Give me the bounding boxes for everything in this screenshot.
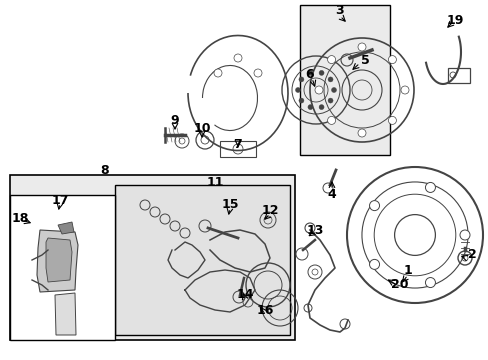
Circle shape	[387, 55, 396, 64]
Text: 10: 10	[193, 122, 210, 135]
Circle shape	[298, 77, 304, 82]
Text: 12: 12	[261, 203, 278, 216]
Circle shape	[253, 69, 262, 77]
Circle shape	[295, 87, 300, 93]
Bar	[115, 185, 289, 335]
Text: 7: 7	[233, 139, 242, 152]
Circle shape	[425, 183, 434, 193]
Circle shape	[369, 201, 379, 211]
Circle shape	[425, 278, 434, 288]
Text: 9: 9	[170, 113, 179, 126]
Circle shape	[387, 116, 396, 125]
Circle shape	[307, 105, 312, 109]
Circle shape	[298, 98, 304, 103]
Circle shape	[318, 105, 324, 109]
Circle shape	[327, 98, 332, 103]
Text: 17: 17	[51, 194, 69, 207]
Text: 14: 14	[236, 288, 253, 302]
Text: 8: 8	[101, 163, 109, 176]
Text: 1: 1	[403, 264, 411, 276]
Polygon shape	[58, 222, 74, 234]
Text: 11: 11	[206, 175, 224, 189]
Circle shape	[327, 77, 332, 82]
Polygon shape	[55, 293, 76, 335]
Text: 5: 5	[360, 54, 368, 67]
Circle shape	[214, 69, 222, 77]
Bar	[299, 5, 389, 155]
Text: 16: 16	[256, 303, 273, 316]
Circle shape	[357, 43, 365, 51]
Text: 3: 3	[335, 4, 344, 17]
Circle shape	[357, 129, 365, 137]
Text: 19: 19	[446, 13, 463, 27]
Bar	[10, 175, 294, 340]
Circle shape	[327, 55, 335, 64]
Circle shape	[400, 86, 408, 94]
Text: 15: 15	[221, 198, 238, 211]
Circle shape	[369, 260, 379, 269]
Polygon shape	[37, 230, 78, 292]
Text: 4: 4	[327, 189, 336, 202]
Text: 2: 2	[467, 248, 475, 261]
Text: 18: 18	[11, 211, 29, 225]
Text: 6: 6	[305, 68, 314, 81]
Polygon shape	[46, 238, 72, 282]
Circle shape	[307, 71, 312, 75]
Text: 13: 13	[305, 224, 323, 237]
Circle shape	[327, 116, 335, 125]
Circle shape	[314, 86, 323, 94]
Bar	[447, 68, 469, 83]
Text: 20: 20	[390, 279, 408, 292]
Circle shape	[459, 230, 469, 240]
Circle shape	[234, 54, 242, 62]
Bar	[10, 195, 115, 340]
Circle shape	[318, 71, 324, 75]
Circle shape	[331, 87, 336, 93]
Bar	[220, 141, 256, 157]
